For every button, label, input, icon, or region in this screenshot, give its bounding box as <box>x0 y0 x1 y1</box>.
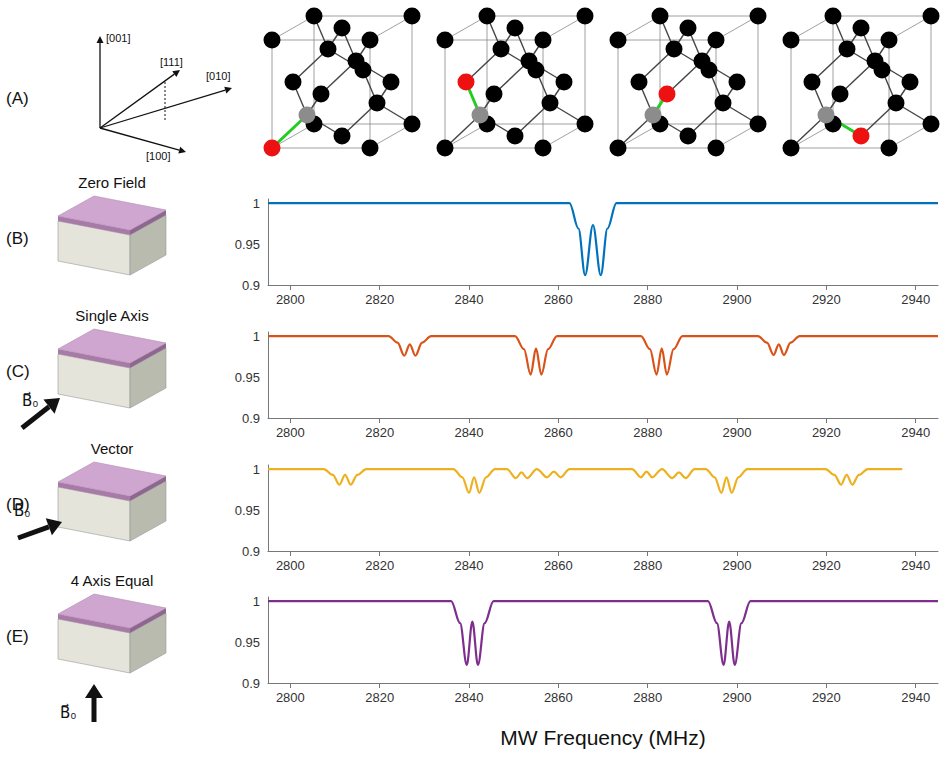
svg-text:2860: 2860 <box>544 425 573 440</box>
svg-text:MW Frequency (MHz): MW Frequency (MHz) <box>500 726 705 749</box>
svg-text:B⃗₀: B⃗₀ <box>60 703 77 721</box>
svg-text:2940: 2940 <box>901 690 930 705</box>
svg-text:[010]: [010] <box>206 70 230 82</box>
svg-text:2800: 2800 <box>276 558 305 573</box>
svg-text:2800: 2800 <box>276 425 305 440</box>
svg-text:2880: 2880 <box>633 558 662 573</box>
svg-text:2840: 2840 <box>455 425 484 440</box>
svg-text:0.95: 0.95 <box>235 237 260 252</box>
svg-text:(A): (A) <box>6 89 29 108</box>
svg-text:2840: 2840 <box>455 558 484 573</box>
svg-text:2900: 2900 <box>723 425 752 440</box>
svg-text:2940: 2940 <box>901 558 930 573</box>
svg-text:(C): (C) <box>6 362 30 381</box>
svg-text:2920: 2920 <box>812 292 841 307</box>
svg-text:B⃗₀: B⃗₀ <box>14 501 31 519</box>
svg-text:1: 1 <box>253 329 260 344</box>
svg-text:2820: 2820 <box>365 292 394 307</box>
svg-text:(D): (D) <box>6 495 30 514</box>
svg-text:2840: 2840 <box>455 690 484 705</box>
svg-text:1: 1 <box>253 196 260 211</box>
svg-text:2800: 2800 <box>276 690 305 705</box>
svg-text:0.95: 0.95 <box>235 635 260 650</box>
svg-text:2860: 2860 <box>544 292 573 307</box>
svg-text:2900: 2900 <box>723 292 752 307</box>
svg-text:2800: 2800 <box>276 292 305 307</box>
svg-text:0.9: 0.9 <box>242 544 260 559</box>
svg-text:2860: 2860 <box>544 558 573 573</box>
svg-text:B⃗₀: B⃗₀ <box>22 391 39 409</box>
svg-text:[001]: [001] <box>106 32 130 44</box>
svg-text:0.95: 0.95 <box>235 370 260 385</box>
svg-text:2880: 2880 <box>633 292 662 307</box>
svg-text:Single Axis: Single Axis <box>75 307 148 324</box>
svg-text:2940: 2940 <box>901 292 930 307</box>
svg-text:4 Axis Equal: 4 Axis Equal <box>71 572 154 589</box>
svg-text:2840: 2840 <box>455 292 484 307</box>
svg-text:1: 1 <box>253 462 260 477</box>
svg-text:2820: 2820 <box>365 425 394 440</box>
svg-text:[100]: [100] <box>146 150 170 162</box>
svg-text:2920: 2920 <box>812 425 841 440</box>
svg-text:1: 1 <box>253 594 260 609</box>
svg-text:Vector: Vector <box>91 440 134 457</box>
svg-text:2820: 2820 <box>365 690 394 705</box>
svg-text:0.9: 0.9 <box>242 676 260 691</box>
svg-text:2820: 2820 <box>365 558 394 573</box>
svg-text:2900: 2900 <box>723 558 752 573</box>
svg-text:0.9: 0.9 <box>242 411 260 426</box>
svg-text:2920: 2920 <box>812 690 841 705</box>
svg-text:2880: 2880 <box>633 690 662 705</box>
svg-text:0.9: 0.9 <box>242 278 260 293</box>
svg-text:2920: 2920 <box>812 558 841 573</box>
svg-text:2900: 2900 <box>723 690 752 705</box>
svg-text:(B): (B) <box>6 229 29 248</box>
svg-text:Zero Field: Zero Field <box>78 174 146 191</box>
svg-text:2880: 2880 <box>633 425 662 440</box>
svg-text:2940: 2940 <box>901 425 930 440</box>
svg-text:[111]: [111] <box>160 56 183 68</box>
svg-text:2860: 2860 <box>544 690 573 705</box>
svg-text:(E): (E) <box>6 627 29 646</box>
svg-text:0.95: 0.95 <box>235 503 260 518</box>
